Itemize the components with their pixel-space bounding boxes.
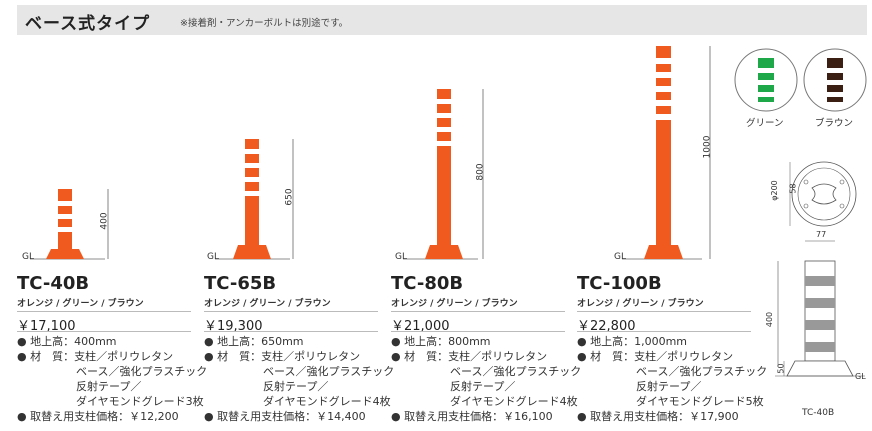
- product-price: ￥21,000: [391, 319, 450, 334]
- product-price: ￥22,800: [577, 319, 636, 334]
- top-view-inner: 58: [788, 183, 798, 194]
- spec-height: ● 地上高：800mm: [391, 335, 491, 348]
- divider: [577, 311, 751, 312]
- swatch-brown-icon: [803, 48, 867, 112]
- section-title: ベース式タイプ: [25, 14, 151, 34]
- spec-height: ● 地上高：650mm: [204, 335, 304, 348]
- spec-replacement-price: ● 取替え用支柱価格：￥12,200: [17, 410, 179, 423]
- spec-material: 反射テープ／: [76, 380, 142, 393]
- spec-height: ● 地上高：1,000mm: [577, 335, 688, 348]
- spec-material: ● 材 質：支柱／ポリウレタン: [204, 350, 361, 363]
- product-name: TC-100B: [577, 273, 662, 294]
- side-view-base: 50: [776, 363, 786, 374]
- spec-material: ● 材 質：支柱／ポリウレタン: [391, 350, 548, 363]
- spec-material: 反射テープ／: [263, 380, 329, 393]
- side-view-drawing: [775, 240, 865, 377]
- divider: [204, 331, 378, 332]
- gl-label: GL: [207, 252, 219, 262]
- product-colors: オレンジ / グリーン / ブラウン: [391, 299, 518, 309]
- product-name: TC-80B: [391, 273, 464, 294]
- divider: [17, 331, 191, 332]
- spec-material: ダイヤモンドグレード4枚: [263, 395, 391, 408]
- spec-material: ダイヤモンドグレード5枚: [636, 395, 764, 408]
- spec-material: 反射テープ／: [636, 380, 702, 393]
- spec-material: ● 材 質：支柱／ポリウレタン: [17, 350, 174, 363]
- gl-label: GL: [614, 252, 626, 262]
- spec-material: ダイヤモンドグレード3枚: [76, 395, 204, 408]
- spec-material: ● 材 質：支柱／ポリウレタン: [577, 350, 734, 363]
- spec-replacement-price: ● 取替え用支柱価格：￥17,900: [577, 410, 739, 423]
- divider: [17, 311, 191, 312]
- spec-material: 反射テープ／: [450, 380, 516, 393]
- post-illustration-tc40b: [30, 189, 109, 260]
- swatch-green-label: グリーン: [746, 118, 784, 129]
- product-colors: オレンジ / グリーン / ブラウン: [204, 299, 331, 309]
- swatch-green-icon: [734, 48, 798, 112]
- spec-material: ダイヤモンドグレード4枚: [450, 395, 578, 408]
- spec-material: ベース／強化プラスチック: [263, 365, 395, 378]
- divider: [391, 311, 565, 312]
- gl-label: GL: [395, 252, 407, 262]
- height-label: 650: [284, 188, 295, 206]
- product-price: ￥19,300: [204, 319, 263, 334]
- spec-material: ベース／強化プラスチック: [450, 365, 582, 378]
- spec-material: ベース／強化プラスチック: [76, 365, 208, 378]
- post-illustration-tc100b: [622, 46, 711, 260]
- product-colors: オレンジ / グリーン / ブラウン: [577, 299, 704, 309]
- spec-height: ● 地上高：400mm: [17, 335, 117, 348]
- height-label: 800: [475, 163, 486, 181]
- side-view-caption: TC-40B: [802, 408, 835, 418]
- divider: [204, 311, 378, 312]
- swatch-brown-label: ブラウン: [815, 118, 854, 129]
- product-colors: オレンジ / グリーン / ブラウン: [17, 299, 144, 309]
- gl-label: GL: [22, 252, 34, 262]
- post-illustration-tc80b: [403, 89, 484, 260]
- side-view-width: 77: [816, 230, 827, 239]
- side-view-gl: GL: [855, 372, 866, 381]
- spec-material: ベース／強化プラスチック: [636, 365, 768, 378]
- top-view-diameter: φ200: [769, 180, 779, 201]
- top-view-drawing: [789, 161, 857, 227]
- spec-replacement-price: ● 取替え用支柱価格：￥16,100: [391, 410, 553, 423]
- product-price: ￥17,100: [17, 319, 76, 334]
- height-label: 400: [99, 212, 110, 230]
- height-label: 1000: [702, 135, 713, 159]
- section-header: ベース式タイプ ※接着剤・アンカーボルトは別途です。: [17, 5, 867, 35]
- product-name: TC-65B: [204, 273, 277, 294]
- section-note: ※接着剤・アンカーボルトは別途です。: [180, 18, 349, 29]
- spec-replacement-price: ● 取替え用支柱価格：￥14,400: [204, 410, 366, 423]
- side-view-height: 400: [765, 311, 775, 328]
- divider: [577, 331, 751, 332]
- divider: [391, 331, 565, 332]
- product-name: TC-40B: [17, 273, 90, 294]
- post-illustration-tc65b: [215, 139, 294, 260]
